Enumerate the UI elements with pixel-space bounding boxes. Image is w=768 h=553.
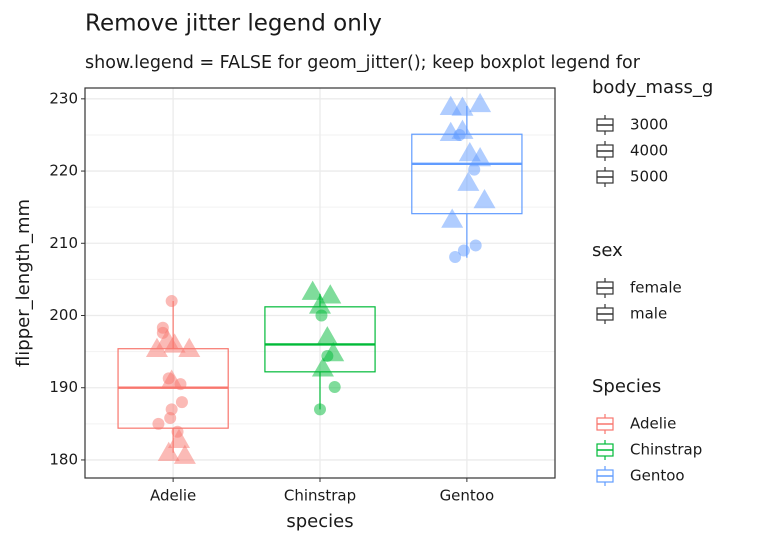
legend-title: sex xyxy=(592,240,623,261)
jitter-point xyxy=(469,147,492,167)
chart-title: Remove jitter legend only xyxy=(85,11,382,37)
jitter-point xyxy=(441,208,464,228)
jitter-point xyxy=(178,337,201,357)
legend-title: body_mass_g xyxy=(592,77,713,98)
jitter-point xyxy=(173,444,196,464)
legend-label: Chinstrap xyxy=(630,441,702,459)
jitter-point xyxy=(168,428,190,448)
y-tick-label: 190 xyxy=(49,378,78,396)
legend-label: Adelie xyxy=(630,415,676,433)
jitter-point xyxy=(453,128,466,141)
chart-subtitle: show.legend = FALSE for geom_jitter(); k… xyxy=(85,53,641,73)
panel-border xyxy=(84,87,556,479)
jitter-point xyxy=(309,294,331,314)
jitter-point xyxy=(165,295,178,308)
jitter-point xyxy=(164,412,177,425)
y-tick-label: 200 xyxy=(49,306,78,324)
y-tick-label: 230 xyxy=(49,89,78,107)
x-tick-label: Gentoo xyxy=(440,487,495,505)
jitter-point xyxy=(468,163,481,176)
y-tick-label: 180 xyxy=(49,450,78,468)
legend-label: male xyxy=(630,305,667,323)
legend-title: Species xyxy=(592,376,661,397)
jitter-point xyxy=(316,326,339,346)
jitter-point xyxy=(311,357,334,377)
jitter-point xyxy=(152,417,165,430)
x-tick-label: Adelie xyxy=(150,487,196,505)
legend-label: Gentoo xyxy=(630,467,685,485)
x-axis-label: species xyxy=(286,511,353,532)
jitter-point xyxy=(314,403,326,416)
jitter-point xyxy=(160,369,183,389)
y-tick-label: 220 xyxy=(49,162,78,180)
legend-label: 4000 xyxy=(630,142,668,160)
jitter-point xyxy=(328,381,341,393)
jitter-point xyxy=(301,280,324,300)
jitter-point xyxy=(321,349,334,362)
legend-label: female xyxy=(630,279,682,297)
jitter-point xyxy=(457,244,470,257)
jitter-point xyxy=(449,251,462,263)
jitter-point xyxy=(175,396,188,409)
x-tick-label: Chinstrap xyxy=(284,487,356,505)
y-axis-label: flipper_length_mm xyxy=(13,199,34,367)
legend-label: 3000 xyxy=(630,116,668,134)
jitter-point xyxy=(451,96,474,116)
jitter-point xyxy=(457,171,480,191)
jitter-point xyxy=(469,92,492,113)
jitter-point xyxy=(469,239,482,252)
jitter-point xyxy=(315,309,328,322)
jitter-point xyxy=(157,441,180,461)
legend-label: 5000 xyxy=(630,168,668,186)
jitter-point xyxy=(473,188,496,209)
jitter-point xyxy=(319,284,342,304)
y-tick-label: 210 xyxy=(49,234,78,252)
jitter-point xyxy=(163,333,186,353)
